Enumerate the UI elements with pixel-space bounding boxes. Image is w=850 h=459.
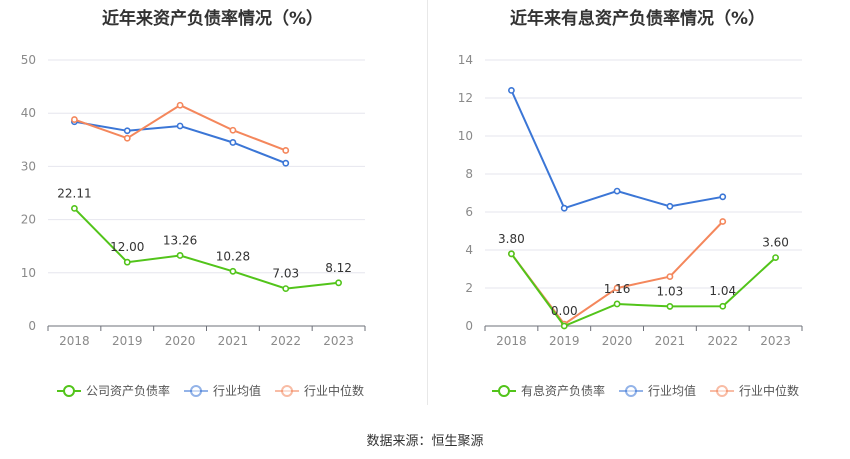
left-chart-series-point-0 [123,258,131,266]
data-source: 数据来源：恒生聚源 [366,434,484,449]
right-chart-series-point-0 [666,303,674,310]
right-chart-xtick-label: 2018 [496,334,527,348]
panel-divider [427,0,428,405]
right-chart-xtick-label: 2020 [602,334,633,348]
left-chart-svg: 0 10 20 30 40 50 2018 2019 2020 2021 2022 2023 22.11… [21,53,366,398]
right-chart-legend-label-1: 行业均值 [648,383,696,398]
right-chart-xtick-label: 2023 [760,334,791,348]
left-chart-series-point-0 [176,252,184,259]
left-chart-series-point-2 [123,134,131,142]
right-chart-xtick-label: 2022 [707,334,738,348]
left-chart-ytick-label: 20 [21,213,36,227]
right-chart-ytick-label: 8 [465,167,473,181]
left-chart-xtick-label: 2018 [59,334,90,348]
right-chart-data-label: 1.03 [657,284,684,298]
left-chart-series-point-1 [229,139,237,146]
left-chart-data-label: 13.26 [163,233,197,247]
right-chart-ytick-label: 2 [465,281,473,295]
left-chart-xtick-label: 2023 [323,334,354,348]
left-chart-xtick-label: 2019 [112,334,143,348]
right-chart-series-point-1 [508,87,515,94]
right-chart-title: 近年来有息资产负债率情况（%） [509,9,766,29]
left-chart-data-label: 7.03 [272,267,299,281]
right-chart-series-point-1 [613,187,621,195]
right-chart-svg: 0 2 4 6 8 10 12 14 2018 2019 2020 2021 2022 2023 3.80 0… [458,53,803,398]
right-chart-legend-marker-2 [716,385,729,397]
left-chart-data-label: 10.28 [216,249,250,263]
left-chart-series-point-0 [335,279,342,287]
left-chart-series-point-1 [282,159,290,167]
right-chart-series-point-2 [719,218,727,225]
right-chart-data-label: 1.16 [604,282,631,296]
left-chart-xtick-label: 2022 [270,334,301,348]
left-chart-ytick-label: 30 [21,159,36,173]
left-chart-legend-marker-2 [281,385,294,397]
left-chart-ytick-label: 40 [21,106,36,120]
left-chart: 近年来资产负债率情况（%） 0 10 20 30 40 50 2018 2019 2020 202… [21,9,366,398]
left-chart-series-point-2 [71,116,78,123]
right-chart-legend-marker-0 [498,385,510,397]
right-chart-ytick-label: 14 [458,53,473,67]
right-chart-xtick-label: 2021 [655,334,686,348]
left-chart-ytick-label: 10 [21,266,36,280]
right-chart-legend-label-0: 有息资产负债率 [521,383,605,398]
right-chart-series-point-0 [508,250,515,258]
left-chart-series-point-2 [229,126,237,134]
left-chart-legend-marker-0 [63,385,75,397]
right-chart-ytick-label: 0 [465,319,473,333]
right-chart-ytick-label: 6 [465,205,473,219]
left-chart-series-point-1 [176,122,184,130]
left-chart-data-label: 22.11 [57,186,91,200]
right-chart-series-point-2 [666,273,674,280]
right-chart-data-label: 1.04 [709,284,736,298]
left-chart-series-point-1 [123,127,131,135]
left-chart-xtick-label: 2021 [218,334,249,348]
right-chart-ytick-label: 12 [458,91,473,105]
left-chart-legend-marker-1 [190,385,203,397]
right-chart-ytick-label: 4 [465,243,473,257]
right-chart-series-point-0 [613,300,621,308]
left-chart-data-label: 12.00 [110,240,144,254]
right-chart-legend-label-2: 行业中位数 [739,383,799,398]
left-chart-series-point-0 [71,204,78,212]
left-chart-series-point-2 [176,101,184,109]
right-chart-series-point-2 [613,284,621,292]
right-chart-ytick-label: 10 [458,129,473,143]
left-chart-series-point-0 [282,285,290,293]
left-chart-legend-label-0: 公司资产负债率 [86,383,170,398]
right-chart-data-label: 0.00 [551,304,578,318]
right-chart-series-point-0 [772,254,779,261]
left-chart-legend-label-2: 行业中位数 [304,383,364,398]
left-chart-series-line-0 [73,207,339,290]
left-chart-series-point-0 [229,267,237,275]
right-chart-series-line-2 [510,220,724,326]
left-chart-legend-label-1: 行业均值 [213,383,261,398]
left-chart-title: 近年来资产负债率情况（%） [101,9,324,29]
left-chart-series-point-2 [282,147,290,154]
right-chart-xtick-label: 2019 [549,334,580,348]
right-chart-series-point-1 [719,193,727,201]
right-chart-series-point-1 [560,204,568,212]
left-chart-data-label: 8.12 [325,261,352,275]
right-chart-data-label: 3.60 [762,236,789,250]
left-chart-xtick-label: 2020 [165,334,196,348]
right-chart-series-point-0 [560,322,568,330]
right-chart-series-point-0 [719,302,727,310]
right-chart-series-line-0 [510,253,777,328]
right-chart-data-label: 3.80 [498,232,525,246]
left-chart-ytick-label: 0 [28,319,36,333]
left-chart-ytick-label: 50 [21,53,36,67]
right-chart-legend-marker-1 [625,385,638,397]
right-chart-series-point-1 [666,202,674,210]
right-chart: 近年来有息资产负债率情况（%） 0 2 4 6 8 10 12 14 2018 2019 2020 2… [425,0,850,459]
